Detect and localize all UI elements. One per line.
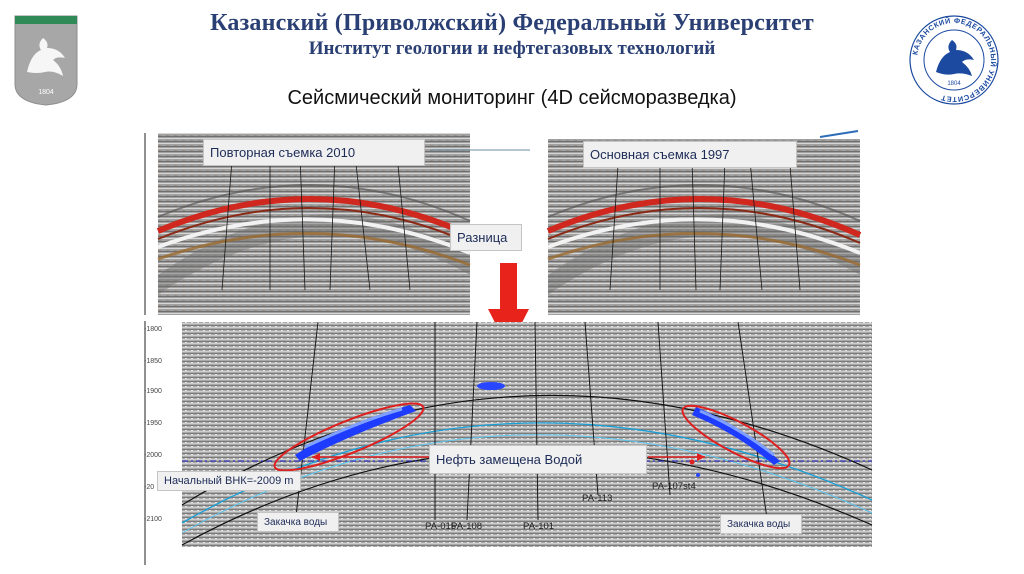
- depth-tick: -20: [144, 484, 154, 491]
- logo-year-left: 1804: [38, 89, 54, 96]
- repeat-survey-label: Повторная съемка 2010: [203, 139, 425, 166]
- well-label-3: РА-101: [523, 521, 554, 532]
- base-survey-panel: [546, 139, 862, 315]
- water-injection-left: Закачка воды: [257, 512, 339, 532]
- kfu-logo-left: 1804: [13, 14, 79, 106]
- water-injection-right: Закачка воды: [720, 514, 802, 534]
- depth-tick: -2000: [144, 452, 162, 459]
- slide-heading: Сейсмический мониторинг (4D сейсморазвед…: [287, 87, 737, 109]
- base-survey-label: Основная съемка 1997: [583, 141, 797, 168]
- logo-year-right: 1804: [947, 81, 961, 87]
- well-label-2: РА-108: [451, 521, 482, 532]
- depth-tick: -1950: [144, 420, 162, 427]
- university-title: Казанский (Приволжский) Федеральный Унив…: [210, 10, 814, 36]
- difference-section: РА-015 РА-108 РА-101 РА-113 РА-107st4: [181, 321, 873, 547]
- difference-label: Разница: [450, 224, 522, 251]
- kfu-logo-right: КАЗАНСКИЙ ФЕДЕРАЛЬНЫЙ УНИВЕРСИТЕТ 1804: [906, 14, 1002, 106]
- well-label-1: РА-015: [425, 521, 456, 532]
- owc-label: Начальный ВНК=-2009 m: [157, 471, 301, 491]
- depth-tick: -1850: [144, 358, 162, 365]
- seismic-figure: РА-015 РА-108 РА-101 РА-113 РА-107st4 -1…: [140, 125, 875, 567]
- well-label-5: РА-107st4: [652, 481, 696, 492]
- institute-subtitle: Институт геологии и нефтегазовых техноло…: [308, 38, 716, 59]
- depth-axis: -1800 -1850 -1900 -1950 -2000 -20 -2100: [144, 326, 162, 523]
- depth-tick: -1900: [144, 388, 162, 395]
- depth-tick: -1800: [144, 326, 162, 333]
- depth-tick: -2100: [144, 516, 162, 523]
- well-label-4: РА-113: [582, 493, 612, 504]
- oil-replaced-label: Нефть замещена Водой: [429, 445, 647, 474]
